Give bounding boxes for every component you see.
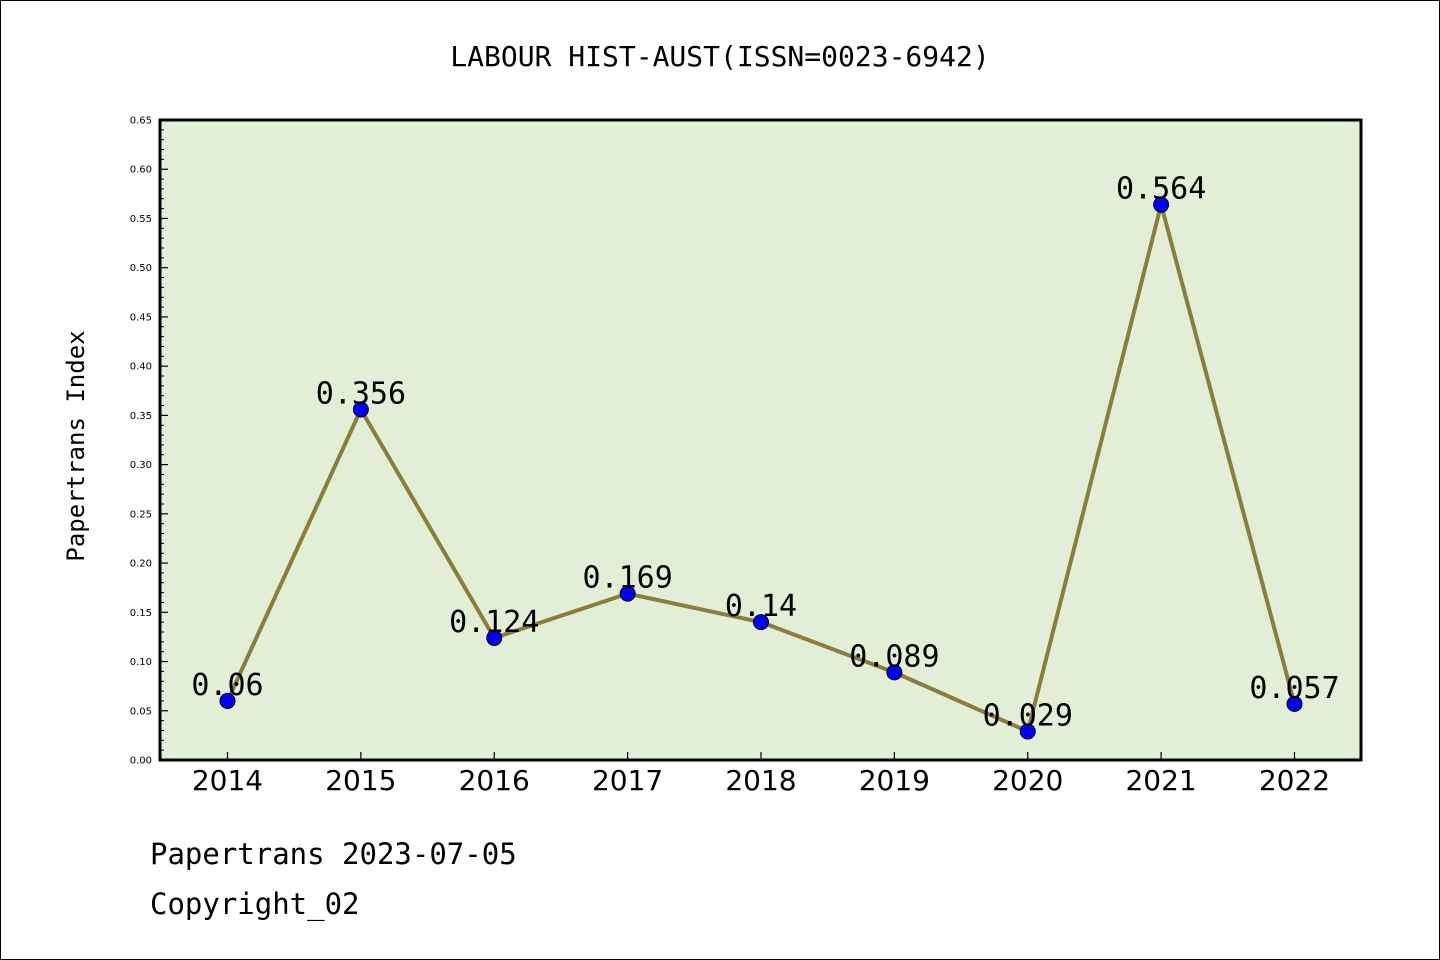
y-tick-label: 0.40 bbox=[130, 362, 152, 373]
data-point bbox=[753, 614, 769, 631]
data-label: 0.124 bbox=[449, 605, 539, 640]
y-tick-label: 0.20 bbox=[130, 559, 152, 570]
x-tick-label: 2019 bbox=[859, 764, 930, 797]
data-point bbox=[1153, 196, 1170, 213]
x-tick-label: 2017 bbox=[592, 764, 663, 797]
x-tick-label: 2014 bbox=[192, 764, 263, 797]
data-point bbox=[219, 692, 236, 709]
data-label: 0.06 bbox=[191, 668, 263, 703]
x-tick-label: 2018 bbox=[725, 764, 796, 797]
chart-title: LABOUR HIST-AUST(ISSN=0023-6942) bbox=[450, 40, 989, 73]
footer-copyright: Copyright_02 bbox=[150, 887, 360, 922]
data-label: 0.14 bbox=[725, 589, 797, 624]
y-axis: 0.00 0.05 0.10 0.15 0.20 0.25 0.30 0.35 0.40 0.45… bbox=[130, 116, 168, 767]
y-tick-label: 0.35 bbox=[130, 411, 152, 422]
x-tick-label: 2021 bbox=[1125, 764, 1196, 797]
y-tick-label: 0.10 bbox=[130, 657, 152, 668]
data-point bbox=[352, 401, 369, 418]
y-tick-label: 0.30 bbox=[130, 460, 152, 471]
data-label: 0.089 bbox=[849, 639, 939, 674]
data-point bbox=[486, 629, 503, 646]
y-tick-label: 0.65 bbox=[130, 116, 152, 127]
data-labels: 0.06 0.356 0.124 0.169 0.14 0.089 0.029 0.564 0.… bbox=[191, 172, 1339, 734]
data-point bbox=[1019, 723, 1036, 740]
data-point bbox=[619, 585, 636, 602]
footer-date: Papertrans 2023-07-05 bbox=[150, 837, 517, 871]
y-tick-label: 0.15 bbox=[130, 608, 152, 619]
x-tick-label: 2015 bbox=[325, 764, 396, 797]
y-tick-label: 0.25 bbox=[130, 509, 152, 520]
x-axis: 2014 2015 2016 2017 2018 2019 2020 2021 2022 bbox=[192, 752, 1330, 797]
data-label: 0.029 bbox=[983, 698, 1073, 733]
y-tick-label: 0.45 bbox=[130, 312, 152, 323]
y-tick-label: 0.55 bbox=[130, 214, 152, 225]
y-axis-label: Papertrans Index bbox=[62, 330, 90, 561]
x-tick-label: 2020 bbox=[992, 764, 1063, 797]
plot-area bbox=[158, 118, 1363, 762]
y-tick-label: 0.50 bbox=[130, 263, 152, 274]
x-tick-label: 2022 bbox=[1259, 764, 1330, 797]
data-label: 0.169 bbox=[582, 561, 672, 596]
data-point bbox=[1286, 695, 1303, 712]
data-label: 0.057 bbox=[1249, 671, 1339, 706]
y-tick-label: 0.05 bbox=[130, 706, 152, 717]
data-label: 0.356 bbox=[316, 376, 406, 411]
y-tick-label: 0.60 bbox=[130, 165, 152, 176]
y-tick-label: 0.00 bbox=[130, 756, 152, 767]
x-tick-label: 2016 bbox=[459, 764, 530, 797]
data-label: 0.564 bbox=[1116, 172, 1206, 207]
data-point bbox=[886, 664, 903, 681]
series-papertrans-index bbox=[219, 196, 1303, 740]
